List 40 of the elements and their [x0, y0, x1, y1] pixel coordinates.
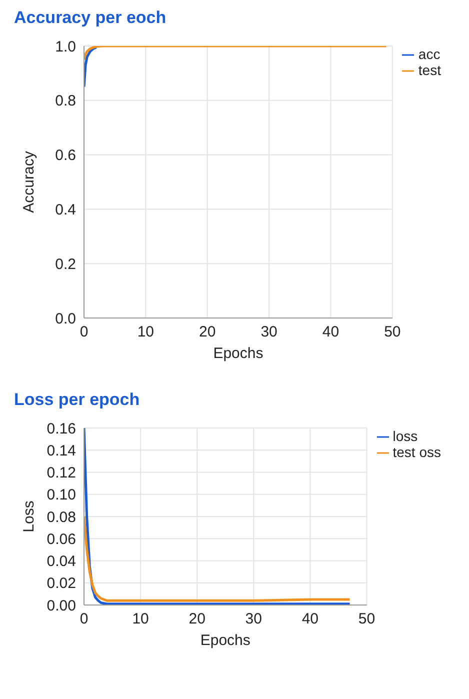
- y-axis-title: Accuracy: [20, 150, 38, 213]
- line-series: [84, 46, 98, 88]
- y-tick-label: 1.0: [55, 38, 76, 56]
- y-tick-label: 0.04: [46, 553, 76, 570]
- y-tick-label: 0.10: [46, 486, 76, 504]
- legend-label: test oss: [392, 444, 441, 460]
- y-tick-label: 0.2: [55, 256, 76, 273]
- legend-label: acc: [418, 46, 440, 62]
- y-tick-label: 0.4: [55, 202, 76, 219]
- x-tick-label: 10: [132, 610, 149, 628]
- chart-title: Loss per epoch: [14, 390, 141, 410]
- x-tick-label: 30: [260, 324, 278, 341]
- legend-label: test: [418, 62, 441, 78]
- y-tick-label: 0.12: [46, 464, 76, 482]
- y-tick-label: 0.16: [46, 420, 76, 438]
- x-axis-title: Epochs: [213, 345, 264, 362]
- x-tick-label: 50: [358, 610, 376, 628]
- y-tick-label: 0.06: [46, 530, 76, 548]
- x-tick-label: 30: [245, 610, 262, 628]
- y-axis-title: Loss: [20, 500, 38, 532]
- y-tick-label: 0.02: [46, 575, 76, 592]
- x-tick-label: 0: [80, 324, 88, 341]
- legend-label: loss: [392, 428, 418, 444]
- x-tick-label: 10: [137, 324, 154, 341]
- y-tick-label: 0.6: [55, 147, 76, 164]
- x-tick-label: 40: [322, 324, 340, 341]
- x-axis-title: Epochs: [200, 632, 250, 649]
- x-tick-label: 40: [302, 610, 319, 628]
- x-tick-label: 0: [80, 610, 88, 628]
- line-series: [84, 46, 388, 61]
- y-tick-label: 0.0: [55, 310, 76, 328]
- x-tick-label: 20: [199, 324, 216, 341]
- y-tick-label: 0.8: [55, 92, 76, 110]
- line-series: [84, 515, 352, 602]
- x-tick-label: 20: [188, 610, 206, 628]
- y-tick-label: 0.14: [46, 442, 76, 460]
- x-tick-label: 50: [384, 324, 401, 341]
- y-tick-label: 0.00: [46, 597, 76, 614]
- y-tick-label: 0.08: [46, 508, 76, 526]
- chart-title: Accuracy per eoch: [14, 8, 168, 28]
